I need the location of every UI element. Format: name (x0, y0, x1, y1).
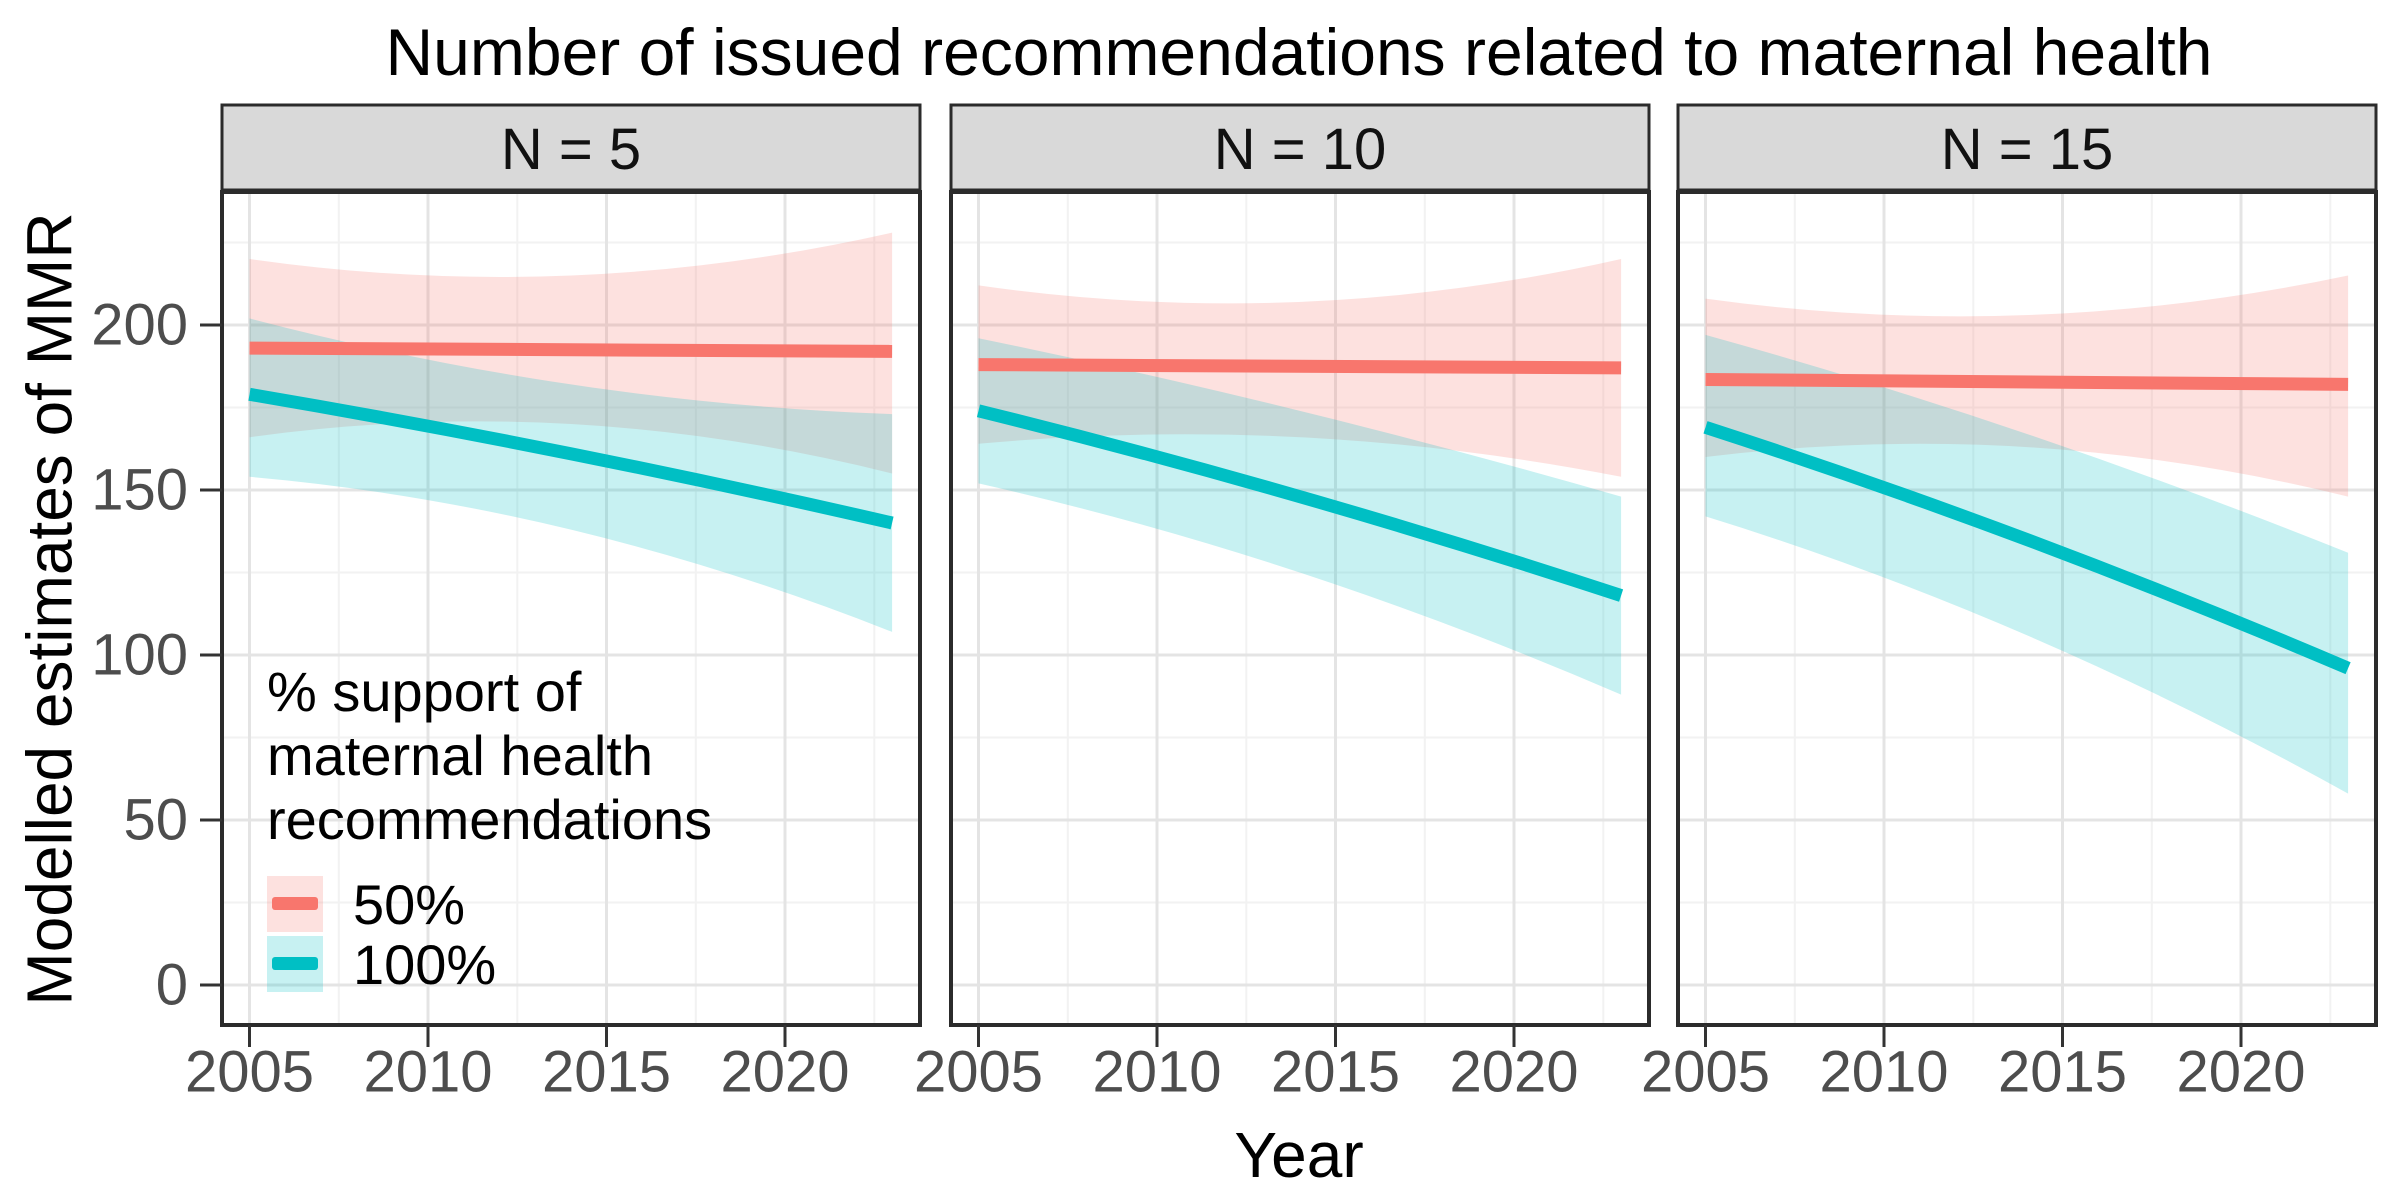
legend-key-100-swatch (267, 936, 323, 992)
legend-key-50-line-icon (272, 897, 318, 910)
legend-entry-100: 100% (267, 933, 712, 996)
svg-text:2020: 2020 (1449, 1040, 1578, 1105)
legend: % support of maternal health recommendat… (267, 660, 712, 996)
legend-keys: 50% 100% (267, 873, 712, 996)
legend-title-line-1: % support of (267, 660, 582, 723)
svg-text:N = 5: N = 5 (501, 117, 641, 182)
x-axis-title: Year (1234, 1119, 1364, 1191)
svg-text:2010: 2010 (1819, 1040, 1948, 1105)
svg-text:2015: 2015 (1998, 1040, 2127, 1105)
svg-text:2005: 2005 (185, 1040, 314, 1105)
legend-title-line-3: recommendations (267, 788, 713, 851)
svg-text:N = 10: N = 10 (1214, 117, 1387, 182)
svg-text:200: 200 (91, 293, 188, 358)
svg-text:2015: 2015 (542, 1040, 671, 1105)
svg-text:50: 50 (123, 788, 188, 853)
legend-title-line-2: maternal health (267, 724, 654, 787)
svg-text:2010: 2010 (1092, 1040, 1221, 1105)
legend-label-50: 50% (353, 872, 466, 936)
legend-entry-50: 50% (267, 873, 712, 936)
svg-text:0: 0 (156, 953, 188, 1018)
chart-title: Number of issued recommendations related… (385, 15, 2213, 89)
svg-text:N = 15: N = 15 (1941, 117, 2114, 182)
legend-label-100: 100% (353, 932, 497, 996)
svg-text:2005: 2005 (1641, 1040, 1770, 1105)
y-axis-title: Modelled estimates of MMR (14, 211, 86, 1006)
svg-text:2015: 2015 (1271, 1040, 1400, 1105)
svg-text:2005: 2005 (914, 1040, 1043, 1105)
svg-text:100: 100 (91, 623, 188, 688)
legend-key-50-swatch (267, 876, 323, 932)
svg-text:150: 150 (91, 458, 188, 523)
svg-text:2020: 2020 (720, 1040, 849, 1105)
svg-text:2020: 2020 (2176, 1040, 2305, 1105)
legend-key-100-line-icon (272, 957, 318, 970)
svg-text:2010: 2010 (363, 1040, 492, 1105)
